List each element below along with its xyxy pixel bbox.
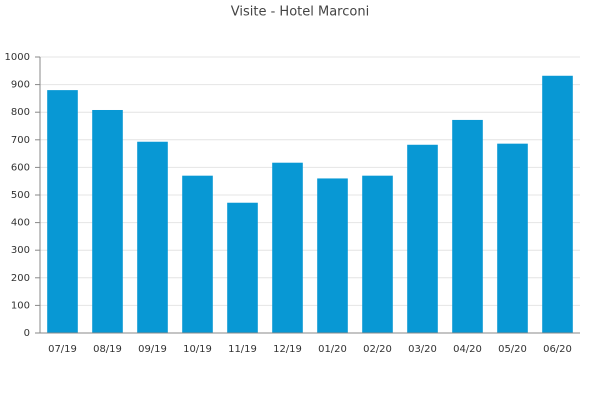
bar xyxy=(182,175,213,333)
y-tick-label: 200 xyxy=(11,273,30,284)
x-tick-label: 10/19 xyxy=(183,344,212,355)
x-tick-label: 04/20 xyxy=(453,344,482,355)
bar xyxy=(542,75,573,333)
bar xyxy=(407,144,438,333)
bar xyxy=(452,119,483,333)
x-tick-label: 12/19 xyxy=(273,344,302,355)
y-tick-label: 300 xyxy=(11,245,30,256)
y-tick-label: 900 xyxy=(11,80,30,91)
x-tick-label: 01/20 xyxy=(318,344,347,355)
x-tick-label: 06/20 xyxy=(543,344,572,355)
x-tick-label: 08/19 xyxy=(93,344,122,355)
bar xyxy=(227,202,258,333)
y-tick-label: 500 xyxy=(11,190,30,201)
x-tick-label: 09/19 xyxy=(138,344,167,355)
bar xyxy=(137,141,168,333)
y-tick-label: 700 xyxy=(11,135,30,146)
x-tick-label: 07/19 xyxy=(48,344,77,355)
y-tick-label: 100 xyxy=(11,300,30,311)
y-tick-label: 800 xyxy=(11,107,30,118)
y-tick-label: 400 xyxy=(11,218,30,229)
y-tick-label: 1000 xyxy=(5,52,30,63)
bar xyxy=(497,143,528,333)
y-tick-label: 0 xyxy=(24,328,30,339)
x-tick-label: 03/20 xyxy=(408,344,437,355)
bar xyxy=(317,178,348,333)
y-tick-label: 600 xyxy=(11,162,30,173)
bar xyxy=(47,90,78,334)
bar xyxy=(362,175,393,333)
chart-title: Visite - Hotel Marconi xyxy=(231,5,369,20)
bar xyxy=(272,162,303,333)
bar xyxy=(92,109,123,333)
x-tick-label: 05/20 xyxy=(498,344,527,355)
x-tick-label: 11/19 xyxy=(228,344,257,355)
x-tick-label: 02/20 xyxy=(363,344,392,355)
